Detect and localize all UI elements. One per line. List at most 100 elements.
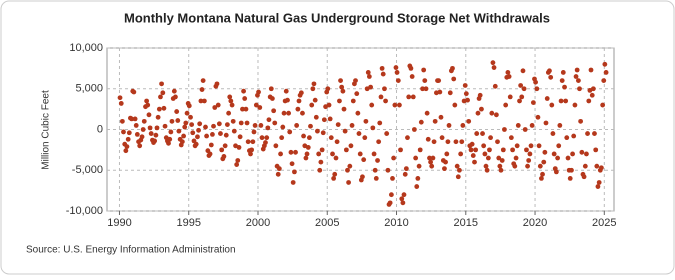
point	[485, 155, 491, 161]
x-tick-label: 2010	[384, 217, 408, 229]
point	[482, 151, 488, 157]
point	[326, 102, 332, 108]
point	[403, 166, 409, 172]
point	[575, 78, 581, 83]
point	[603, 70, 609, 75]
point	[483, 163, 489, 169]
point	[271, 108, 277, 114]
point	[536, 143, 542, 149]
point	[488, 135, 493, 141]
point	[279, 135, 285, 141]
point	[241, 88, 246, 94]
point	[230, 118, 236, 124]
point	[147, 125, 153, 131]
point	[333, 155, 339, 161]
point	[184, 110, 190, 116]
point	[361, 157, 367, 163]
point	[473, 147, 479, 153]
point	[394, 70, 400, 75]
point	[512, 163, 518, 169]
point	[160, 90, 166, 96]
point	[514, 143, 520, 149]
point	[211, 123, 216, 129]
point	[598, 165, 604, 171]
point	[387, 200, 393, 206]
point	[391, 155, 397, 161]
point	[310, 86, 316, 92]
point	[378, 94, 384, 100]
point	[480, 131, 485, 136]
point	[155, 114, 161, 120]
point	[479, 106, 484, 112]
point	[227, 94, 233, 100]
point	[421, 67, 427, 73]
point	[293, 149, 298, 155]
point	[199, 87, 205, 92]
point	[375, 158, 380, 163]
point	[495, 139, 500, 145]
point	[425, 136, 431, 142]
point	[159, 81, 164, 87]
point	[430, 155, 436, 161]
point	[560, 70, 566, 75]
point	[505, 70, 511, 75]
point	[415, 176, 421, 181]
point	[145, 102, 151, 108]
source: Source: U.S. Energy Information Administ…	[26, 245, 236, 256]
point	[289, 161, 295, 167]
point	[383, 98, 388, 104]
point	[410, 94, 416, 100]
point	[166, 140, 171, 146]
x-tick-label: 2000	[246, 217, 270, 229]
point	[534, 86, 540, 92]
point	[384, 131, 390, 136]
point	[259, 135, 265, 141]
point	[429, 163, 435, 169]
point	[327, 116, 333, 122]
point	[517, 98, 522, 104]
point	[286, 110, 292, 116]
point	[424, 110, 430, 116]
point	[443, 159, 448, 165]
point	[350, 98, 356, 104]
point	[318, 159, 324, 165]
point	[550, 131, 556, 136]
point	[508, 135, 514, 141]
y-axis-label: Million Cubic Feet	[41, 90, 52, 170]
point	[251, 129, 257, 135]
point	[124, 144, 130, 150]
point	[491, 65, 497, 70]
point	[379, 65, 385, 71]
point	[353, 78, 358, 83]
point	[148, 131, 154, 136]
point	[450, 65, 455, 71]
point	[218, 131, 223, 136]
point	[171, 88, 177, 94]
point	[200, 78, 206, 83]
point	[311, 81, 317, 87]
point	[292, 169, 297, 175]
point	[132, 116, 138, 122]
point	[134, 131, 140, 137]
point	[510, 147, 515, 153]
point	[393, 65, 399, 70]
point	[335, 122, 341, 128]
point	[414, 184, 420, 189]
point	[339, 84, 345, 90]
point	[413, 155, 419, 161]
point	[589, 92, 595, 98]
point	[117, 95, 123, 101]
point	[436, 78, 442, 83]
point	[309, 102, 315, 108]
point	[354, 91, 360, 97]
point	[409, 74, 415, 79]
point	[405, 135, 410, 141]
point	[228, 98, 234, 104]
point	[533, 79, 538, 85]
point	[398, 147, 403, 153]
point	[188, 114, 193, 120]
point	[489, 110, 495, 116]
point	[469, 141, 475, 147]
point	[472, 159, 477, 165]
point	[226, 110, 232, 116]
